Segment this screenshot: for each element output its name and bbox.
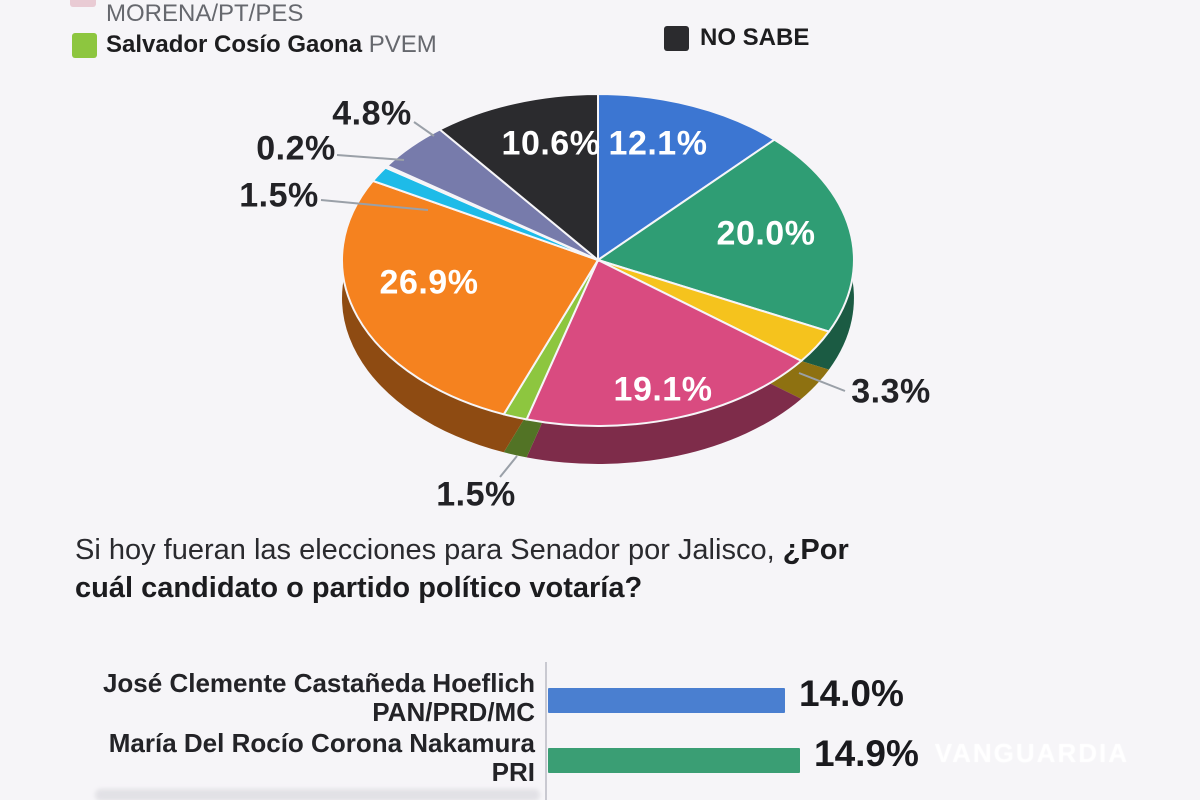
legend-candidate-label: Salvador Cosío Gaona (106, 31, 363, 58)
legend-party-label: PVEM (368, 31, 437, 58)
bar-candidate-label: María Del Rocío Corona Nakamura PRI (50, 729, 535, 787)
candidate-party: PAN/PRD/MC (372, 697, 535, 727)
question-normal: Si hoy fueran las elecciones para Senado… (75, 534, 783, 566)
pie-leader-line (499, 455, 518, 478)
truncated-row-smudge (95, 789, 540, 800)
pie-slice (502, 259, 599, 421)
pie-percent-label: 1.5% (436, 475, 516, 514)
bar-candidate-label: José Clemente Castañeda Hoeflich PAN/PRD/… (50, 669, 535, 727)
watermark: VANGUARDIA (934, 738, 1129, 768)
bar-fill (548, 748, 800, 773)
pie-percent-label: 4.8% (332, 94, 412, 133)
legend-swatch-nosabe (664, 26, 689, 51)
legend-item-nosabe: NO SABE (700, 24, 809, 52)
pie-percent-label: 3.3% (851, 372, 931, 411)
pie-percent-label: 1.5% (239, 176, 319, 215)
legend-nosabe-label: NO SABE (700, 24, 810, 51)
pie-slice (437, 92, 599, 263)
pie-leader-line (336, 154, 405, 161)
bar-fill (548, 688, 785, 713)
legend-swatch-pvem (72, 33, 97, 58)
pie-slice-side (342, 218, 598, 453)
pie-percent-label: 19.1% (613, 370, 713, 409)
pie-percent-label: 10.6% (501, 124, 601, 163)
candidate-name: José Clemente Castañeda Hoeflich (102, 668, 535, 698)
pie-slice-side (598, 177, 854, 370)
question-bold-2: cuál candidato o partido político votarí… (75, 572, 643, 604)
pie-leader-line (320, 199, 429, 211)
pie-slice (371, 166, 599, 261)
pie-slice (597, 259, 831, 363)
pie-percent-label: 12.1% (608, 124, 708, 163)
pie-leader-line (798, 372, 846, 392)
bar-row: María Del Rocío Corona Nakamura PRI 14.9% (0, 725, 1200, 787)
pie-percent-label: 26.9% (379, 263, 479, 302)
question-text: Si hoy fueran las elecciones para Senado… (75, 531, 1105, 607)
candidate-party: PRI (491, 757, 535, 787)
pie-percent-label: 0.2% (256, 129, 336, 168)
bar-row: José Clemente Castañeda Hoeflich PAN/PRD/… (0, 665, 1200, 727)
bar-value: 14.0% (799, 673, 904, 714)
legend-item-morena: MORENA/PT/PES (106, 0, 303, 28)
bar-value: 14.9% (814, 733, 919, 774)
legend-party-label: MORENA/PT/PES (106, 0, 304, 27)
candidate-name: María Del Rocío Corona Nakamura (108, 728, 535, 758)
bar-axis-line (545, 662, 547, 800)
question-bold-1: ¿Por (782, 534, 849, 566)
pie-leader-line (413, 121, 435, 137)
pie-slice-side (503, 298, 598, 458)
pie-percent-label: 20.0% (716, 214, 816, 253)
legend-swatch-morena (70, 0, 96, 7)
pie-slice (383, 164, 599, 261)
legend-item-pvem: Salvador Cosío Gaona PVEM (106, 31, 437, 59)
